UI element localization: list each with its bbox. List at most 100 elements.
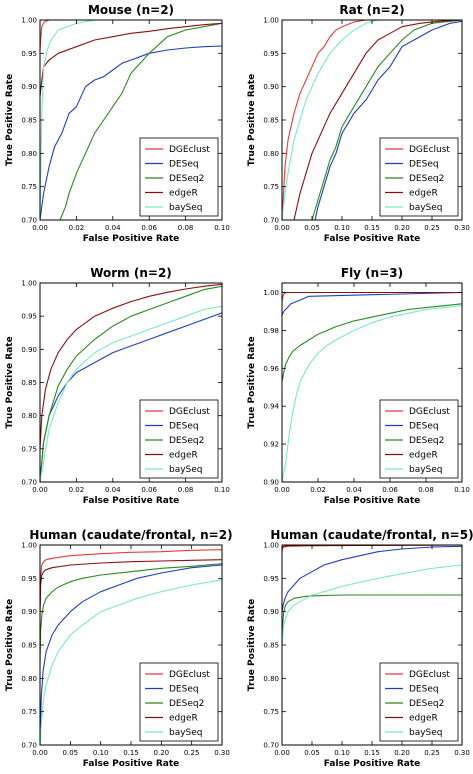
series-group xyxy=(282,545,462,646)
x-tick-label: 0.10 xyxy=(334,749,350,757)
chart-panel-2: Rat (n=2) 0.00 0.05 0.10 0.15 0.20 0.25 0.30 0.7… xyxy=(247,3,470,244)
legend-label-edger: edgeR xyxy=(169,451,198,461)
y-tick-label: 0.70 xyxy=(21,742,37,750)
chart-panel-1: Mouse (n=2) 0.00 0.02 0.04 0.06 0.08 0.10 0.70 0… xyxy=(5,3,230,244)
x-tick-label: 0.15 xyxy=(123,749,139,757)
legend-label-deseq2: DESeq2 xyxy=(169,174,204,184)
y-tick-label: 0.85 xyxy=(21,117,37,125)
y-tick-label: 1.00 xyxy=(263,542,279,550)
x-tick-label: 0.00 xyxy=(274,486,290,494)
legend-label-dgeclust: DGEclust xyxy=(169,145,210,155)
y-tick-label: 0.80 xyxy=(263,675,279,683)
series-line-dgeclust xyxy=(282,20,396,220)
y-tick-label: 0.90 xyxy=(21,83,37,91)
legend-label-dgeclust: DGEclust xyxy=(409,145,450,155)
x-axis-label: False Positive Rate xyxy=(324,496,421,506)
legend: DGEclust DESeq DESeq2 edgeR baySeq xyxy=(139,662,219,742)
y-tick-label: 0.90 xyxy=(21,608,37,616)
series-line-deseq2 xyxy=(40,563,222,666)
legend-label-edger: edgeR xyxy=(409,714,438,724)
legend-label-deseq2: DESeq2 xyxy=(409,436,444,446)
chart-title: Mouse (n=2) xyxy=(88,3,174,17)
series-group xyxy=(282,20,462,220)
x-tick-label: 0.30 xyxy=(214,749,230,757)
x-tick-label: 0.05 xyxy=(63,749,79,757)
series-line-edger xyxy=(40,559,222,612)
y-tick-label: 0.96 xyxy=(263,365,279,373)
x-tick-label: 0.10 xyxy=(214,224,230,232)
y-tick-label: 0.85 xyxy=(21,642,37,650)
series-line-deseq xyxy=(282,291,462,316)
x-tick-label: 0.00 xyxy=(32,749,48,757)
x-axis-label: False Positive Rate xyxy=(324,234,421,244)
y-tick-label: 0.85 xyxy=(263,117,279,125)
series-line-deseq xyxy=(40,564,222,745)
y-tick-label: 0.92 xyxy=(263,441,279,449)
y-tick-label: 0.85 xyxy=(263,642,279,650)
y-tick-label: 1.00 xyxy=(263,289,279,297)
legend: DGEclust DESeq DESeq2 edgeR baySeq xyxy=(379,399,459,479)
x-tick-label: 0.10 xyxy=(93,749,109,757)
legend-label-deseq: DESeq xyxy=(409,160,439,170)
x-axis-label: False Positive Rate xyxy=(83,759,180,769)
legend-label-deseq: DESeq xyxy=(169,685,199,695)
y-tick-label: 0.70 xyxy=(263,217,279,225)
legend-label-edger: edgeR xyxy=(169,714,198,724)
legend-box xyxy=(139,137,219,217)
series-line-deseq2 xyxy=(282,594,462,646)
chart-title: Human (caudate/frontal, n=2) xyxy=(29,528,232,542)
y-tick-label: 0.70 xyxy=(263,742,279,750)
y-tick-label: 0.75 xyxy=(21,183,37,191)
legend-label-deseq2: DESeq2 xyxy=(409,699,444,709)
y-tick-label: 1.00 xyxy=(21,542,37,550)
legend-label-dgeclust: DGEclust xyxy=(409,670,450,680)
y-tick-label: 0.94 xyxy=(263,403,279,411)
legend-box xyxy=(139,399,219,479)
series-line-bayseq xyxy=(282,564,462,646)
x-tick-label: 0.30 xyxy=(454,749,470,757)
x-tick-label: 0.00 xyxy=(274,749,290,757)
y-tick-label: 0.70 xyxy=(21,217,37,225)
y-tick-label: 1.00 xyxy=(263,17,279,25)
legend-label-bayseq: baySeq xyxy=(169,203,203,213)
chart-title: Rat (n=2) xyxy=(339,3,404,17)
series-line-deseq2 xyxy=(40,285,222,482)
y-tick-label: 0.98 xyxy=(263,327,279,335)
series-line-edger xyxy=(40,22,222,97)
legend-label-bayseq: baySeq xyxy=(409,203,443,213)
chart-title: Human (caudate/frontal, n=5) xyxy=(270,528,473,542)
chart-title: Fly (n=3) xyxy=(341,266,403,280)
series-line-edger xyxy=(293,20,462,220)
series-line-deseq2 xyxy=(282,303,462,382)
series-line-dgeclust xyxy=(40,549,222,612)
series-group xyxy=(282,291,462,482)
series-line-deseq xyxy=(40,45,222,220)
x-tick-label: 0.25 xyxy=(184,749,200,757)
x-tick-label: 0.06 xyxy=(141,224,157,232)
y-tick-label: 0.80 xyxy=(21,412,37,420)
x-tick-label: 0.02 xyxy=(69,224,85,232)
y-tick-label: 0.90 xyxy=(263,479,279,487)
y-tick-label: 0.90 xyxy=(263,608,279,616)
series-line-bayseq xyxy=(40,305,222,482)
x-tick-label: 0.10 xyxy=(214,486,230,494)
x-tick-label: 0.30 xyxy=(454,224,470,232)
x-tick-label: 0.10 xyxy=(334,224,350,232)
legend-label-deseq2: DESeq2 xyxy=(169,699,204,709)
series-line-bayseq xyxy=(282,305,462,482)
chart-panel-6: Human (caudate/frontal, n=5) 0.00 0.05 0.10… xyxy=(247,528,473,769)
series-group xyxy=(40,549,222,745)
chart-panel-5: Human (caudate/frontal, n=2) 0.00 0.05 0.10… xyxy=(5,528,233,769)
y-tick-label: 0.80 xyxy=(21,675,37,683)
x-tick-label: 0.06 xyxy=(382,486,398,494)
y-tick-label: 0.95 xyxy=(21,313,37,321)
series-line-deseq xyxy=(282,545,462,612)
x-tick-label: 0.06 xyxy=(141,486,157,494)
x-tick-label: 0.25 xyxy=(424,224,440,232)
legend-label-edger: edgeR xyxy=(409,451,438,461)
legend-label-dgeclust: DGEclust xyxy=(409,407,450,417)
y-tick-label: 0.75 xyxy=(263,183,279,191)
legend-label-bayseq: baySeq xyxy=(409,465,443,475)
x-tick-label: 0.08 xyxy=(418,486,434,494)
legend-label-dgeclust: DGEclust xyxy=(169,670,210,680)
